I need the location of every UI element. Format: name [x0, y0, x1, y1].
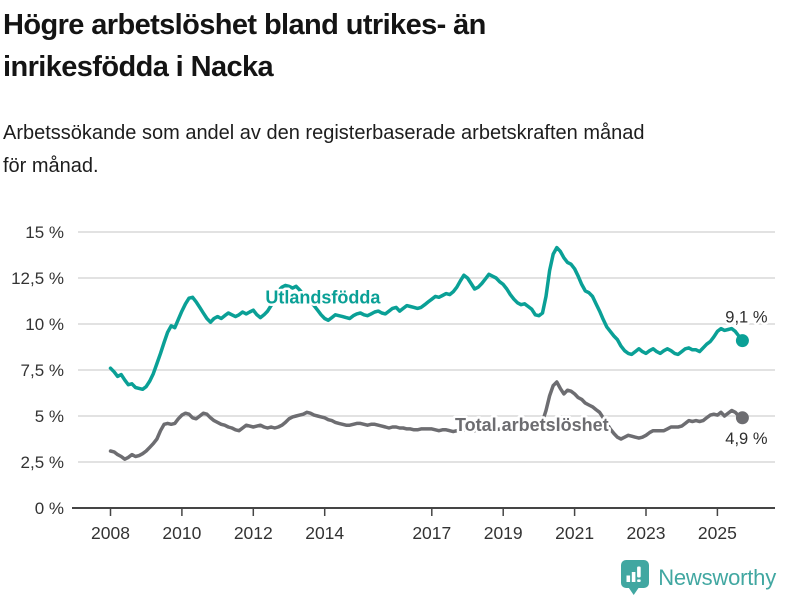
chart-subtitle-line-1: Arbetssökande som andel av den registerb… [3, 122, 645, 144]
y-tick-label: 2,5 % [21, 453, 64, 472]
chart-header: Högre arbetslöshet bland utrikes- än inr… [3, 4, 783, 183]
end-value-label-0: 9,1 % [725, 309, 768, 327]
x-tick-label: 2008 [91, 523, 130, 543]
y-tick-label: 0 % [35, 499, 64, 518]
brand-footer: Newsworthy [621, 560, 776, 596]
x-tick-label: 2012 [234, 523, 273, 543]
chart-subtitle: Arbetssökande som andel av den registerb… [3, 117, 783, 183]
end-dot-0 [735, 334, 749, 348]
page-title-line-2: inrikesfödda i Nacka [3, 51, 274, 83]
x-tick-label: 2023 [627, 523, 666, 543]
series-label-1: Total arbetslöshet [455, 415, 609, 435]
x-tick-label: 2010 [162, 523, 201, 543]
y-tick-label: 7,5 % [21, 361, 64, 380]
page-title: Högre arbetslöshet bland utrikes- än inr… [3, 4, 783, 88]
bar-chart-speech-bubble-icon [621, 560, 650, 595]
x-tick-label: 2025 [698, 523, 737, 543]
y-tick-label: 12,5 % [11, 269, 64, 288]
series-label-0: Utlandsfödda [265, 287, 381, 307]
y-tick-label: 10 % [25, 315, 64, 334]
series-line-1 [108, 380, 745, 461]
x-tick-label: 2014 [305, 523, 344, 543]
series-line-0 [108, 245, 745, 392]
x-tick-label: 2017 [412, 523, 451, 543]
end-dot-1 [735, 411, 749, 425]
y-tick-label: 5 % [35, 407, 64, 426]
brand-name: Newsworthy [658, 565, 776, 590]
page-title-line-1: Högre arbetslöshet bland utrikes- än [3, 9, 486, 41]
y-tick-label: 15 % [25, 223, 64, 242]
x-tick-label: 2021 [555, 523, 594, 543]
end-value-label-1: 4,9 % [725, 430, 768, 448]
chart-subtitle-line-2: för månad. [3, 155, 99, 177]
x-tick-label: 2019 [484, 523, 523, 543]
